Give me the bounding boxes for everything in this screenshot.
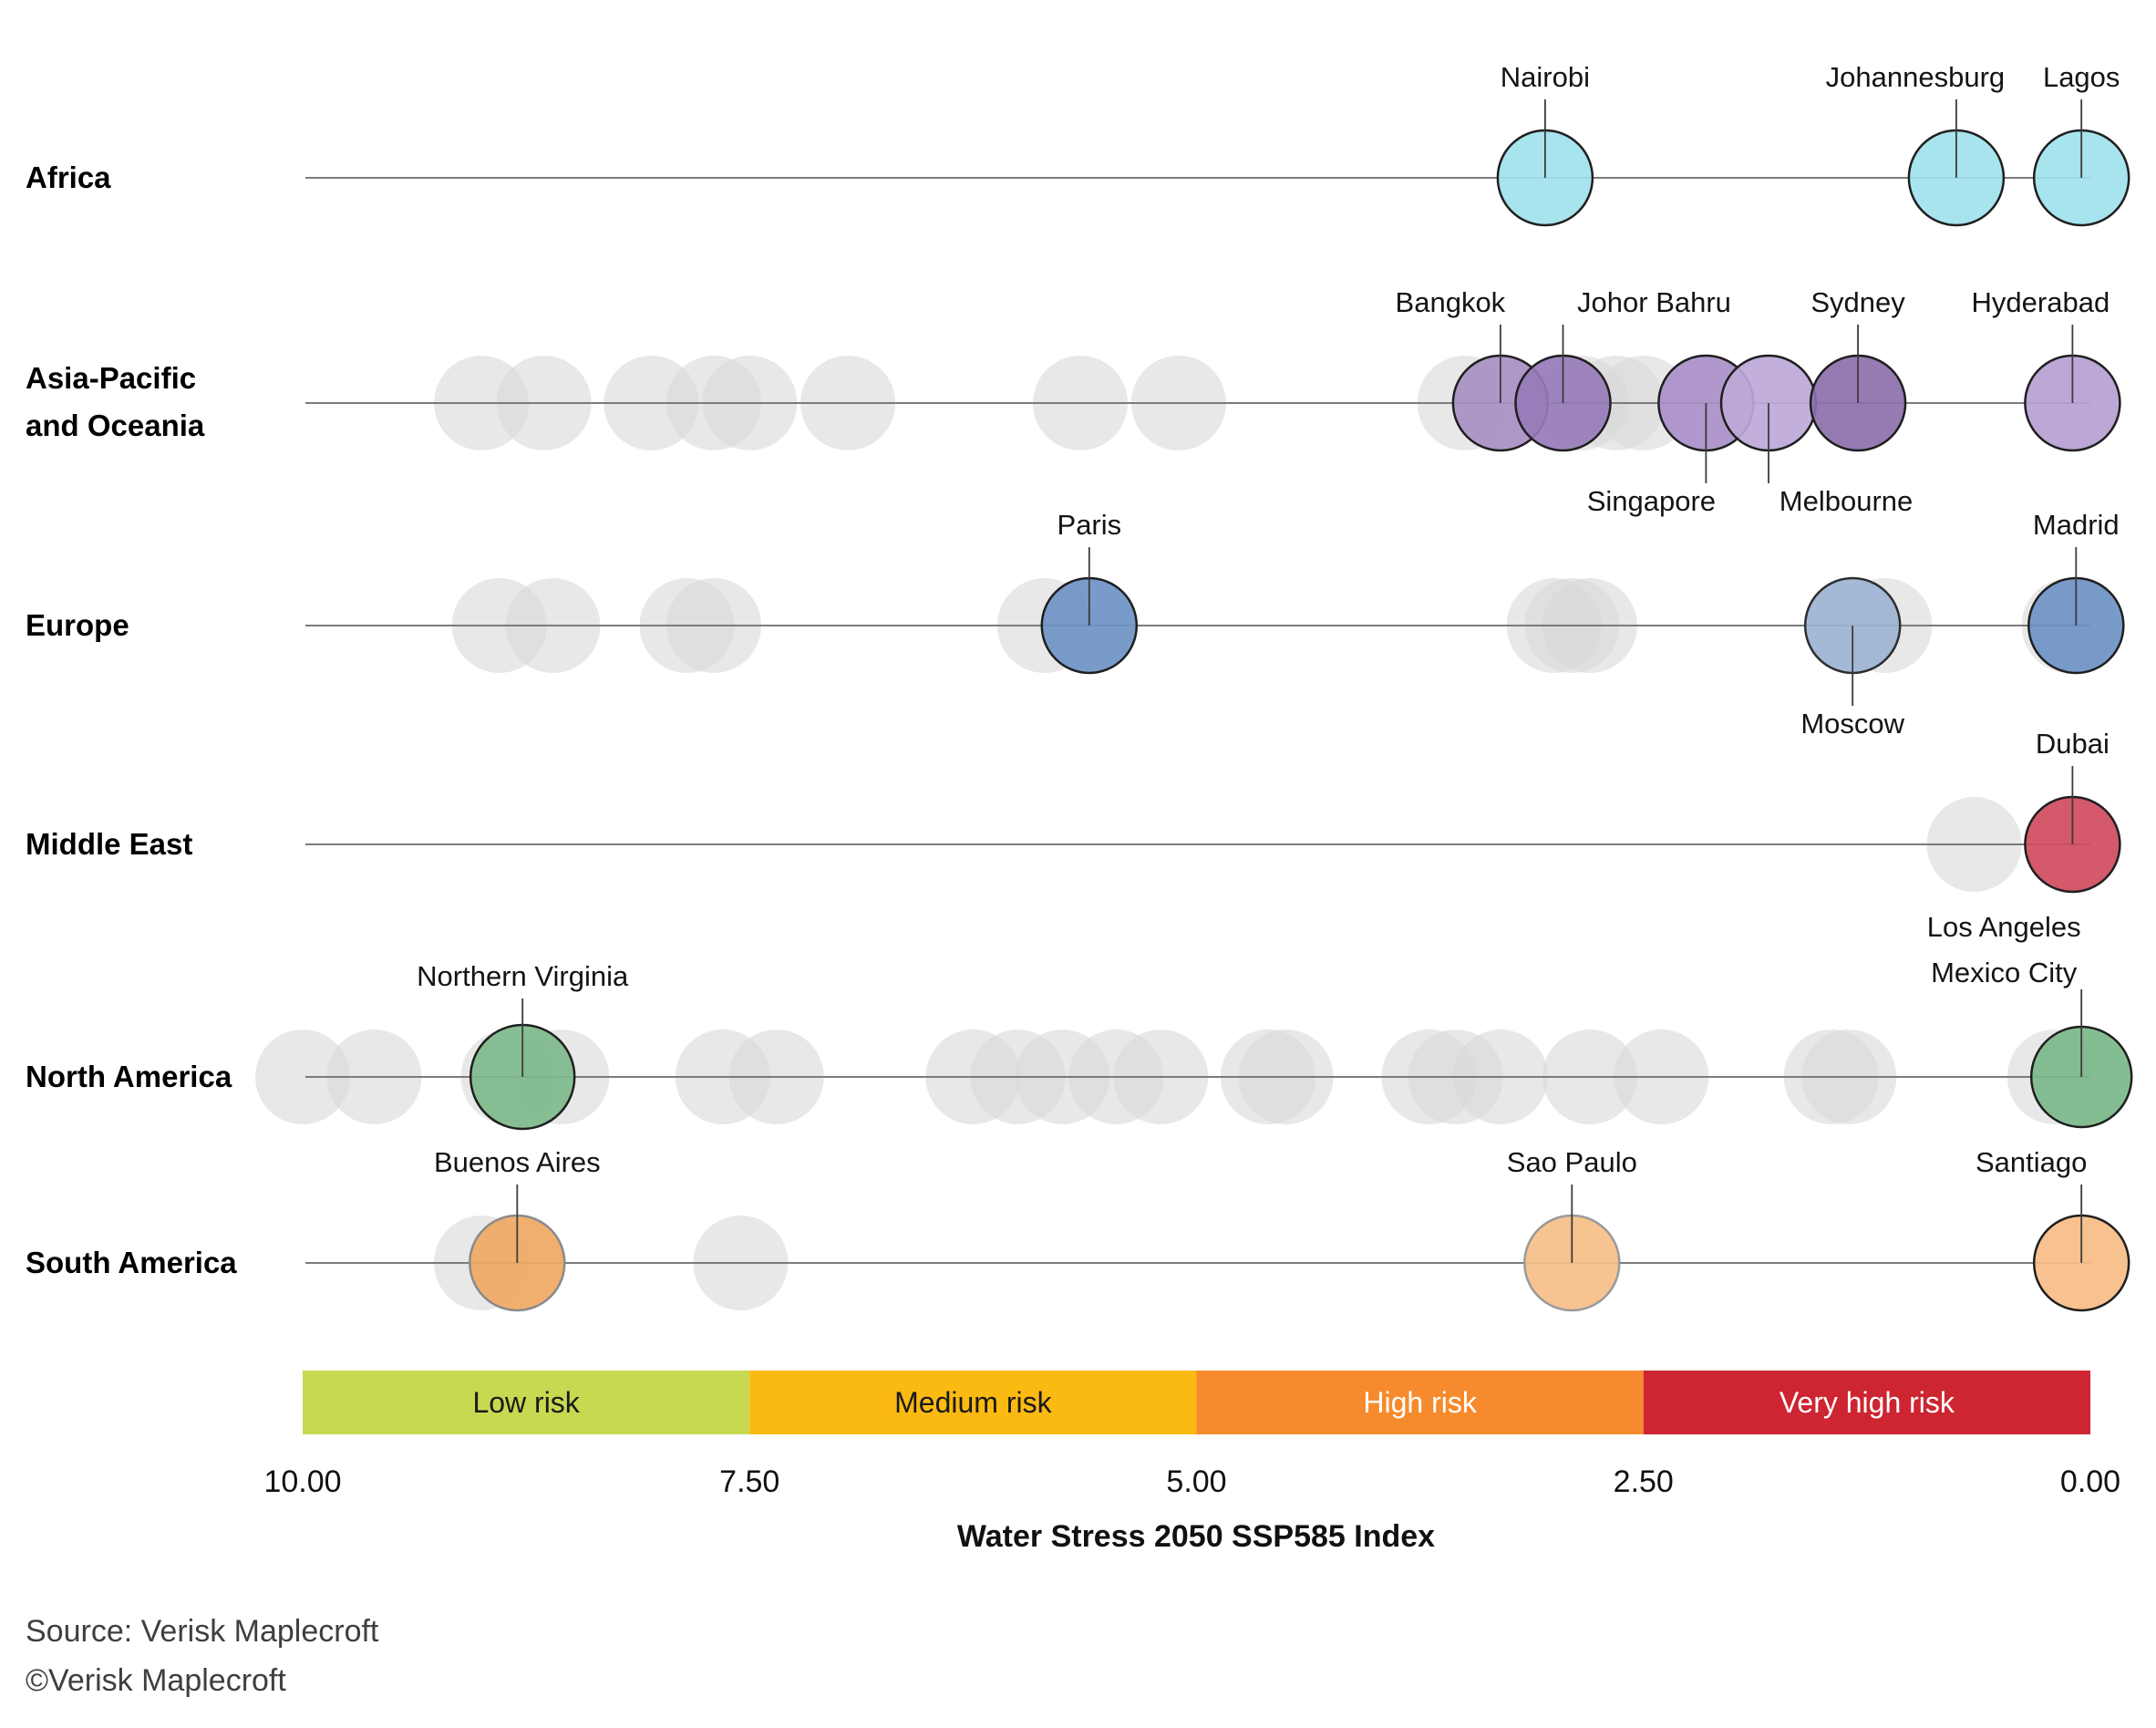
x-axis-title: Water Stress 2050 SSP585 Index <box>957 1519 1435 1554</box>
label-johor-bahru: Johor Bahru <box>1577 286 1731 318</box>
region-label-asia-pacific-and-oceania: and Oceania <box>26 409 205 442</box>
bubble-unlabeled <box>255 1030 350 1124</box>
region-label-asia-pacific-and-oceania: Asia-Pacific <box>26 361 196 395</box>
label-nairobi: Nairobi <box>1501 61 1590 93</box>
label-singapore: Singapore <box>1587 485 1716 517</box>
label-paris: Paris <box>1057 509 1122 541</box>
row-africa: Africa Nairobi Johannesburg Lagos <box>26 61 2130 227</box>
risk-band-label-medium-risk: Medium risk <box>894 1386 1052 1419</box>
region-label-south-america: South America <box>26 1246 237 1279</box>
label-dubai: Dubai <box>2036 728 2110 760</box>
label-los-angeles-mexico-city: Los Angeles <box>1927 911 2081 943</box>
label-sao-paulo: Sao Paulo <box>1507 1146 1637 1178</box>
label-hyderabad: Hyderabad <box>1972 286 2110 318</box>
label-bangkok: Bangkok <box>1396 286 1506 318</box>
row-south-america: South America Buenos Aires Sao Paulo Santia… <box>26 1146 2130 1312</box>
region-label-middle-east: Middle East <box>26 827 192 861</box>
label-melbourne: Melbourne <box>1779 485 1913 517</box>
risk-band-label-low-risk: Low risk <box>472 1386 580 1419</box>
label-northern-virginia: Northern Virginia <box>417 960 629 992</box>
risk-band-high-risk <box>1196 1371 1644 1434</box>
label-santiago: Santiago <box>1975 1146 2087 1178</box>
label-los-angeles-mexico-city: Mexico City <box>1931 957 2078 988</box>
label-johannesburg: Johannesburg <box>1826 61 2006 93</box>
x-tick-7-50: 7.50 <box>719 1464 779 1499</box>
label-lagos: Lagos <box>2043 61 2120 93</box>
legend-layer: Low risk Medium risk High risk Very high ri… <box>263 1371 2120 1499</box>
row-north-america: North America Northern Virginia Los Angele… <box>26 911 2133 1131</box>
row-middle-east: Middle East Dubai <box>26 728 2121 894</box>
row-asia-pacific-and-oceania: Asia-Pacific and Oceania Bangkok Johor Bahr… <box>26 286 2121 517</box>
source-text: Source: Verisk Maplecroft <box>26 1614 379 1649</box>
x-tick-10-00: 10.00 <box>263 1464 341 1499</box>
risk-band-low-risk <box>303 1371 750 1434</box>
x-tick-0-00: 0.00 <box>2060 1464 2120 1499</box>
label-madrid: Madrid <box>2033 509 2120 541</box>
label-buenos-aires: Buenos Aires <box>434 1146 601 1178</box>
rows-layer: Africa Nairobi Johannesburg Lagos Asia-Pacif… <box>26 61 2133 1312</box>
copyright-text: ©Verisk Maplecroft <box>26 1663 286 1698</box>
region-label-africa: Africa <box>26 160 111 194</box>
region-label-north-america: North America <box>26 1060 232 1093</box>
risk-band-very-high-risk <box>1643 1371 2090 1434</box>
risk-band-label-high-risk: High risk <box>1363 1386 1477 1419</box>
x-tick-5-00: 5.00 <box>1166 1464 1226 1499</box>
region-label-europe: Europe <box>26 608 129 642</box>
label-sydney: Sydney <box>1810 286 1905 318</box>
label-moscow: Moscow <box>1800 708 1904 740</box>
row-europe: Europe Paris Moscow Madrid <box>26 509 2125 740</box>
x-tick-2-50: 2.50 <box>1614 1464 1674 1499</box>
risk-band-label-very-high-risk: Very high risk <box>1779 1386 1955 1419</box>
risk-band-medium-risk <box>749 1371 1197 1434</box>
